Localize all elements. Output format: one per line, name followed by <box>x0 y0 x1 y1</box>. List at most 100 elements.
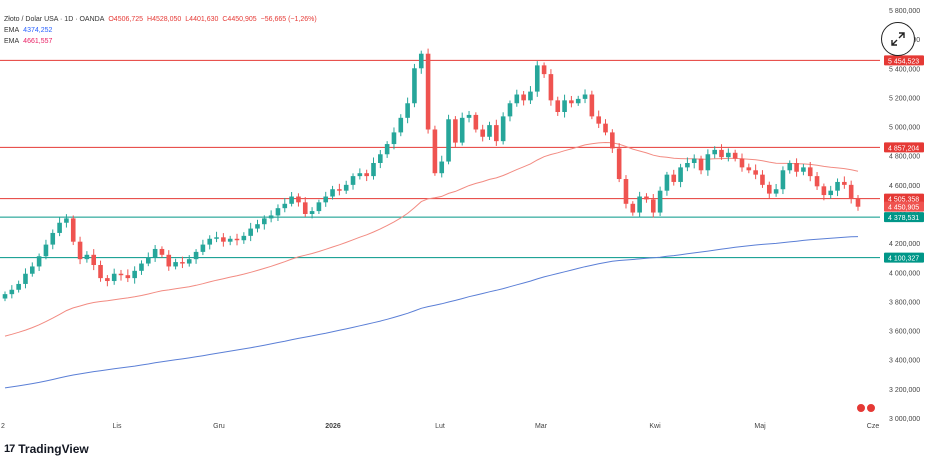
symbol-title: Złoto / Dolar USA · 1D · OANDA <box>4 16 105 23</box>
candle-body <box>671 174 677 182</box>
candle-body <box>350 176 356 185</box>
last-price-label-bg <box>884 201 924 212</box>
candle-body <box>480 129 485 137</box>
price-tick-label: 4 000,000 <box>889 270 920 277</box>
level-price-label: 4 100,327 <box>888 256 919 263</box>
time-tick-label: Kwi <box>649 423 661 430</box>
ema2-label: EMA <box>4 38 20 45</box>
level-price-label-bg <box>884 212 924 223</box>
candle-body <box>439 161 445 174</box>
price-tick-label: 3 600,000 <box>889 329 920 336</box>
level-price-label: 4 857,204 <box>888 145 919 152</box>
candle-body <box>9 289 15 295</box>
candle-body <box>323 196 329 203</box>
candles <box>2 48 861 302</box>
candle-body <box>698 158 704 171</box>
candle-body <box>343 184 349 191</box>
candle-body <box>207 238 213 245</box>
candle-body <box>848 184 854 198</box>
candle-body <box>719 149 724 158</box>
candle-body <box>275 208 281 216</box>
candle-body <box>596 116 601 124</box>
candle-body <box>384 144 390 155</box>
candle-body <box>603 123 608 133</box>
candle-body <box>555 100 561 112</box>
candle-body <box>705 154 711 171</box>
price-tick-label: 4 800,000 <box>889 154 920 161</box>
candle-body <box>84 254 90 260</box>
candle-body <box>766 184 772 194</box>
level-price-label-bg <box>884 142 924 153</box>
chart-legend: Złoto / Dolar USA · 1D · OANDA O4506,725… <box>4 14 317 47</box>
candle-body <box>152 248 158 258</box>
ema-row-2: EMA 4661,557 <box>4 36 317 47</box>
candle-body <box>241 235 247 241</box>
candle-body <box>453 119 458 143</box>
candle-body <box>630 203 636 213</box>
last-price-label: 4 450,905 <box>888 205 919 212</box>
change-value: −56,665 (−1,26%) <box>260 16 317 23</box>
candle-body <box>739 158 745 168</box>
candle-body <box>487 125 492 137</box>
expand-button[interactable] <box>881 22 915 56</box>
time-axis: 2 Lis Gru 2026 Lut Mar Kwi Maj Cze <box>1 423 879 430</box>
candle-body <box>418 53 424 69</box>
time-tick-label: Cze <box>867 423 880 430</box>
candle-body <box>391 132 397 145</box>
price-tick-label: 5 000,000 <box>889 125 920 132</box>
candle-body <box>16 283 21 290</box>
candle-body <box>528 91 533 101</box>
candle-body <box>289 196 294 204</box>
candle-body <box>773 189 779 194</box>
candle-body <box>459 117 465 143</box>
price-tick-label: 3 200,000 <box>889 387 920 394</box>
ema-row-1: EMA 4374,252 <box>4 25 317 36</box>
candle-body <box>726 152 731 158</box>
candle-body <box>302 202 308 214</box>
candle-body <box>200 244 206 252</box>
candle-body <box>678 167 683 182</box>
candle-body <box>2 294 8 299</box>
candle-body <box>166 254 172 267</box>
price-axis: 3 000,000 3 200,000 3 400,000 3 600,000 3 80… <box>889 8 920 423</box>
candle-body <box>118 273 124 276</box>
candle-body <box>548 74 554 101</box>
candle-body <box>842 181 847 185</box>
candle-body <box>248 228 253 236</box>
candle-body <box>36 256 42 267</box>
high-value: H4528,050 <box>147 16 182 23</box>
candle-body <box>821 186 827 196</box>
candle-body <box>262 218 267 225</box>
candle-body <box>610 132 615 149</box>
symbol-row: Złoto / Dolar USA · 1D · OANDA O4506,725… <box>4 14 317 25</box>
time-tick-label: 2 <box>1 423 5 430</box>
level-price-label: 5 454,523 <box>888 58 919 65</box>
candle-body <box>787 163 793 171</box>
price-tick-label: 5 200,000 <box>889 95 920 102</box>
candle-body <box>650 199 656 213</box>
candle-body <box>657 190 663 213</box>
ema-fast-line <box>4 141 859 337</box>
candle-body <box>105 278 110 282</box>
candle-body <box>760 174 765 185</box>
candle-body <box>125 275 131 279</box>
candle-body <box>70 218 76 242</box>
level-labels: 5 454,523 4 857,204 4 505,358 4 378,531 4 10… <box>884 55 924 263</box>
candle-body <box>139 263 144 271</box>
tradingview-logo: 17 TradingView <box>4 442 89 456</box>
candle-body <box>500 116 506 142</box>
tradingview-logo-icon: 17 <box>4 443 15 455</box>
candle-body <box>814 176 820 187</box>
candle-body <box>268 215 274 219</box>
time-tick-label: 2026 <box>325 423 341 430</box>
candle-body <box>780 170 786 190</box>
candle-body <box>855 197 861 207</box>
time-tick-label: Maj <box>754 423 766 430</box>
candle-body <box>227 238 233 242</box>
candle-body <box>507 103 513 117</box>
candle-body <box>255 224 260 229</box>
candle-body <box>835 181 840 191</box>
candle-body <box>371 163 376 177</box>
price-tick-label: 3 000,000 <box>889 416 920 423</box>
